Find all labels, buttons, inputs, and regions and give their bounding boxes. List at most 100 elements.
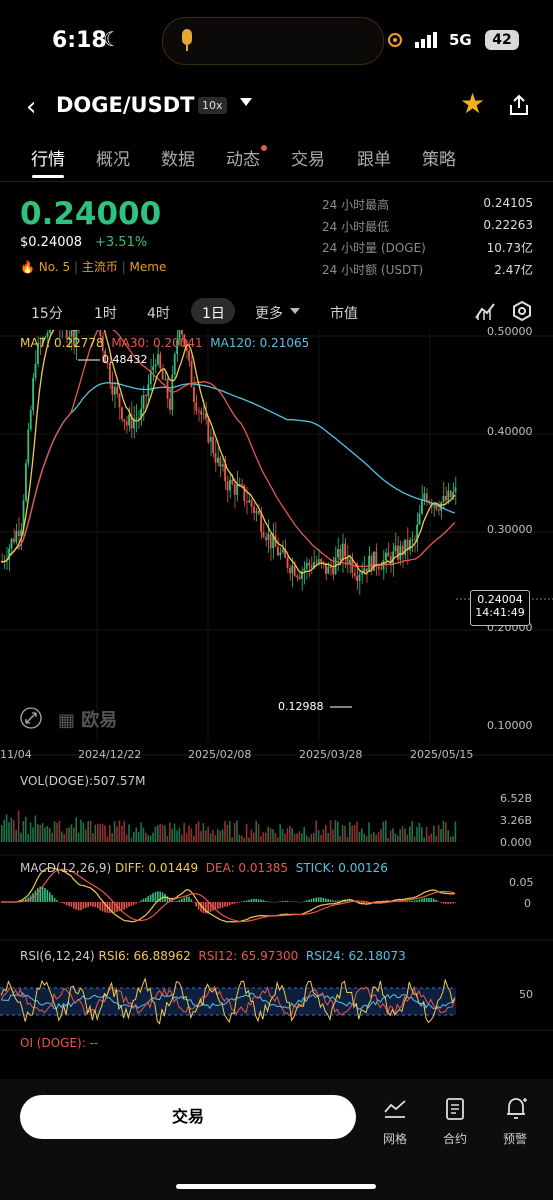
current-price-box: 0.24004 14:41:49 bbox=[470, 590, 530, 626]
macd-title: MACD(12,26,9) bbox=[20, 861, 112, 875]
indicator-icon[interactable] bbox=[474, 300, 496, 322]
x-tick: 2025/02/08 bbox=[188, 748, 252, 761]
ma120-label: MA120: 0.21065 bbox=[210, 336, 310, 350]
rsi24-label: RSI24: 62.18073 bbox=[305, 949, 406, 963]
okx-mark-icon: ▦ bbox=[58, 710, 76, 731]
last-price: 0.24000 bbox=[20, 196, 162, 232]
grid-icon[interactable] bbox=[383, 1098, 407, 1120]
tab-trade[interactable]: 交易 bbox=[291, 150, 325, 170]
rsi-title: RSI(6,12,24) bbox=[20, 949, 95, 963]
candlestick-chart[interactable] bbox=[0, 330, 553, 1080]
y-tick: 0.30000 bbox=[487, 523, 533, 536]
leverage-badge: 10x bbox=[198, 97, 227, 114]
timeframe-active-bg bbox=[191, 298, 235, 324]
low-label: 0.12988 bbox=[278, 700, 324, 713]
candles bbox=[1, 330, 457, 595]
rank-label[interactable]: No. 5 bbox=[38, 260, 71, 274]
tag-mainstream[interactable]: 主流币 bbox=[81, 260, 118, 274]
tab-indicator bbox=[32, 175, 64, 178]
timeframe-4h[interactable]: 4时 bbox=[147, 306, 170, 322]
chevron-down-icon[interactable] bbox=[290, 308, 300, 314]
x-tick: 2025/03/28 bbox=[299, 748, 363, 761]
oi-label: OI (DOGE): -- bbox=[20, 1036, 99, 1050]
timeframe-1h[interactable]: 1时 bbox=[94, 306, 117, 322]
stat-label: 24 小时额 (USDT) bbox=[322, 263, 424, 277]
ma-legend: MA7: 0.22778 MA30: 0.20041 MA120: 0.2106… bbox=[20, 336, 309, 350]
current-price-label: 0.24004 bbox=[477, 593, 523, 606]
fullscreen-icon[interactable] bbox=[20, 707, 42, 729]
macd-dea-line bbox=[1, 868, 455, 923]
chart-grid bbox=[0, 330, 553, 1031]
contract-icon[interactable] bbox=[443, 1097, 467, 1121]
macd-tick: 0 bbox=[524, 897, 531, 910]
recording-indicator-icon bbox=[388, 33, 402, 47]
stat-label: 24 小时量 (DOGE) bbox=[322, 241, 426, 255]
tab-news[interactable]: 动态 bbox=[226, 150, 260, 170]
rsi12-label: RSI12: 65.97300 bbox=[198, 949, 299, 963]
macd-tick: 0.05 bbox=[509, 876, 534, 889]
timeframe-more[interactable]: 更多 bbox=[255, 306, 283, 322]
countdown-label: 14:41:49 bbox=[475, 606, 525, 619]
ma7-label: MA7: 0.22778 bbox=[20, 336, 104, 350]
volume-label: VOL(DOGE):507.57M bbox=[20, 774, 146, 788]
status-time: 6:18 bbox=[52, 28, 107, 53]
notification-dot bbox=[261, 145, 267, 151]
network-type: 5G bbox=[449, 31, 472, 49]
alert-label[interactable]: 预警 bbox=[502, 1132, 527, 1146]
tab-data[interactable]: 数据 bbox=[161, 150, 195, 170]
dynamic-island bbox=[162, 17, 384, 65]
high-label: 0.48432 bbox=[102, 353, 148, 366]
x-tick: 2024/12/22 bbox=[78, 748, 142, 761]
macd-diff-line bbox=[1, 867, 455, 923]
battery-indicator: 42 bbox=[485, 30, 519, 50]
back-icon[interactable]: ‹ bbox=[26, 92, 37, 122]
tab-overview[interactable]: 概况 bbox=[96, 150, 130, 170]
trade-button[interactable]: 交易 bbox=[20, 1095, 356, 1139]
macd-diff-label: DIFF: 0.01449 bbox=[114, 861, 199, 875]
ma30-label: MA30: 0.20041 bbox=[111, 336, 203, 350]
timeframe-1d[interactable]: 1日 bbox=[202, 306, 225, 322]
rsi6-label: RSI6: 66.88962 bbox=[98, 949, 191, 963]
home-indicator bbox=[176, 1184, 376, 1189]
macd-dea-label: DEA: 0.01385 bbox=[205, 861, 289, 875]
rsi-tick: 50 bbox=[519, 988, 533, 1001]
tag-meme[interactable]: Meme bbox=[129, 260, 167, 274]
share-icon[interactable] bbox=[508, 94, 530, 116]
ma120-line bbox=[1, 382, 455, 563]
settings-icon[interactable] bbox=[511, 300, 533, 322]
macd-legend: MACD(12,26,9) DIFF: 0.01449 DEA: 0.01385… bbox=[20, 861, 388, 875]
tab-copy[interactable]: 跟单 bbox=[357, 150, 391, 170]
stat-value: 0.22263 bbox=[483, 218, 533, 232]
y-tick: 0.10000 bbox=[487, 719, 533, 732]
pair-title[interactable]: DOGE/USDT bbox=[56, 93, 195, 117]
timeframe-15m[interactable]: 15分 bbox=[31, 306, 63, 322]
volume-bars bbox=[1, 810, 457, 842]
price-change: +3.51% bbox=[95, 235, 148, 250]
x-tick: 2025/05/15 bbox=[410, 748, 474, 761]
ma7-line bbox=[1, 330, 456, 575]
watermark-text: 欧易 bbox=[81, 710, 118, 731]
star-icon[interactable]: ★ bbox=[460, 87, 486, 120]
macd-stick-label: STICK: 0.00126 bbox=[295, 861, 388, 875]
vol-tick: 0.000 bbox=[500, 836, 532, 849]
y-tick: 0.40000 bbox=[487, 425, 533, 438]
tab-strategy[interactable]: 策略 bbox=[422, 150, 456, 170]
tab-market[interactable]: 行情 bbox=[31, 150, 65, 170]
stat-value: 0.24105 bbox=[483, 196, 533, 210]
rank-row: 🔥 No. 5 | 主流币 | Meme bbox=[20, 260, 167, 274]
alert-icon[interactable] bbox=[504, 1096, 528, 1122]
x-tick: 11/04 bbox=[0, 748, 32, 761]
okx-logo: ▦ 欧易 bbox=[58, 706, 117, 732]
moon-icon: ☾ bbox=[103, 27, 121, 51]
rsi-legend: RSI(6,12,24) RSI6: 66.88962 RSI12: 65.97… bbox=[20, 949, 406, 963]
chevron-down-icon[interactable] bbox=[240, 98, 252, 106]
timeframe-marketcap[interactable]: 市值 bbox=[330, 306, 358, 322]
ma30-line bbox=[1, 330, 456, 568]
usd-price: $0.24008 bbox=[20, 235, 83, 250]
contract-label[interactable]: 合约 bbox=[442, 1132, 467, 1146]
y-tick: 0.50000 bbox=[487, 325, 533, 338]
grid-label[interactable]: 网格 bbox=[382, 1132, 407, 1146]
signal-icon bbox=[415, 32, 441, 48]
stat-label: 24 小时最低 bbox=[322, 220, 390, 234]
macd-histogram bbox=[1, 886, 457, 914]
